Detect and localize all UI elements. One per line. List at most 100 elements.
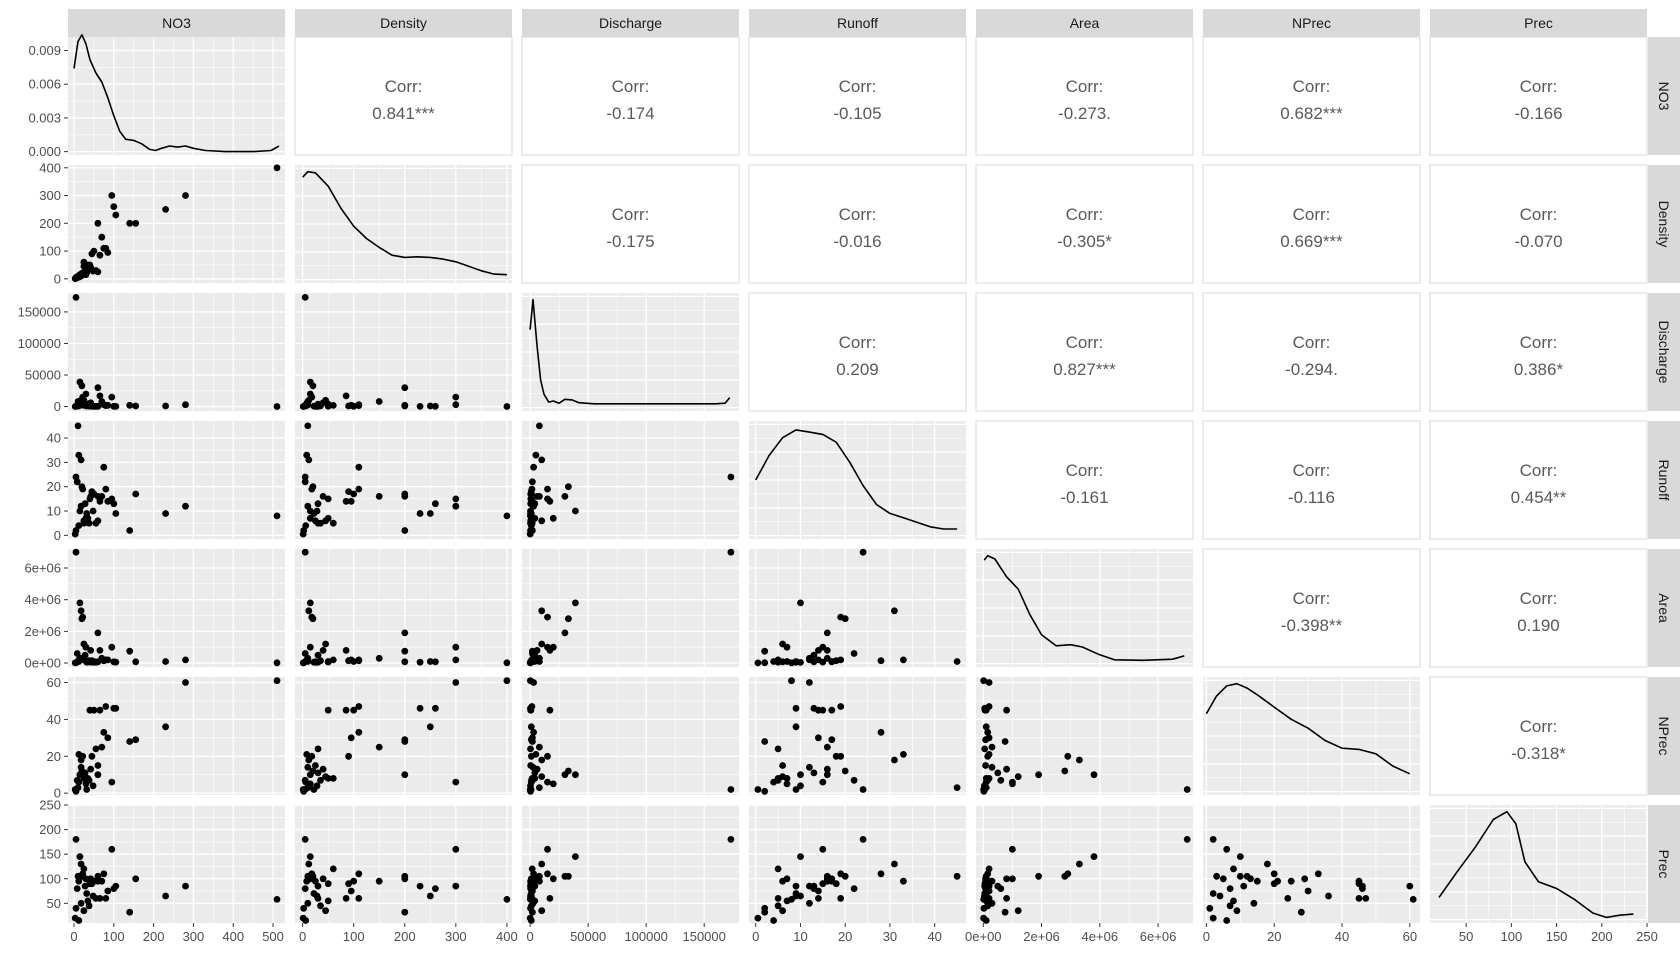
scatter-point bbox=[900, 751, 907, 758]
y-tick-label-discharge: 100000 bbox=[18, 336, 61, 351]
scatter-point bbox=[77, 456, 85, 464]
scatter-point bbox=[375, 743, 383, 751]
scatter-point bbox=[1009, 875, 1016, 883]
corr-panel-nprec-prec bbox=[1429, 676, 1648, 796]
x-tick-label-prec: 150 bbox=[1546, 929, 1568, 944]
scatter-point bbox=[314, 745, 322, 753]
panel-grid-1-1 bbox=[295, 165, 512, 283]
scatter-point bbox=[89, 403, 97, 410]
scatter-point bbox=[985, 734, 993, 742]
scatter-point bbox=[102, 703, 110, 710]
scatter-point bbox=[527, 782, 534, 790]
scatter-point bbox=[112, 510, 120, 517]
corr-label: Corr: bbox=[612, 205, 650, 224]
scatter-point bbox=[774, 775, 782, 782]
corr-value-nprec-prec: -0.318* bbox=[1511, 744, 1566, 763]
scatter-point bbox=[401, 736, 409, 744]
scatter-point bbox=[832, 880, 840, 888]
x-tick-label-density: 300 bbox=[445, 929, 467, 944]
scatter-points-density-no3 bbox=[71, 164, 281, 282]
scatter-point bbox=[94, 771, 102, 779]
scatter-point bbox=[355, 657, 363, 665]
scatter-point bbox=[1064, 870, 1072, 878]
scatter-points-nprec-discharge bbox=[526, 677, 735, 795]
row-strip-label-runoff: Runoff bbox=[1656, 460, 1672, 501]
corr-label: Corr: bbox=[1293, 461, 1331, 480]
scatter-point bbox=[416, 510, 424, 517]
scatter-point bbox=[981, 706, 989, 714]
corr-panel-discharge-area bbox=[975, 292, 1194, 412]
scatter-point bbox=[416, 403, 424, 410]
scatter-point bbox=[859, 786, 867, 793]
scatter-point bbox=[324, 402, 332, 410]
corr-panel-no3-runoff bbox=[748, 36, 967, 156]
scatter-point bbox=[877, 657, 885, 665]
panel-grid-4-0 bbox=[68, 549, 285, 667]
panel-bg-5-4 bbox=[976, 677, 1193, 795]
scatter-point bbox=[80, 258, 88, 266]
scatter-point bbox=[102, 485, 110, 493]
scatter-point bbox=[503, 896, 511, 903]
y-tick-label-density: 200 bbox=[39, 216, 61, 231]
scatter-point bbox=[1230, 865, 1237, 873]
scatter-point bbox=[308, 752, 316, 760]
panel-grid-6-5 bbox=[1203, 804, 1420, 923]
scatter-point bbox=[73, 650, 81, 657]
scatter-point bbox=[1253, 877, 1261, 885]
scatter-point bbox=[823, 771, 831, 779]
scatter-point bbox=[988, 763, 996, 771]
scatter-point bbox=[981, 892, 988, 900]
scatter-point bbox=[526, 530, 534, 538]
y-tick-label-runoff: 30 bbox=[47, 455, 61, 470]
x-tick-label-discharge: 100000 bbox=[624, 929, 667, 944]
scatter-point bbox=[754, 786, 762, 793]
x-tick-label-no3: 500 bbox=[262, 929, 284, 944]
y-tick-label-runoff: 40 bbox=[47, 431, 61, 446]
scatter-point bbox=[355, 703, 363, 710]
scatter-point bbox=[1001, 908, 1009, 916]
scatter-point bbox=[79, 393, 87, 401]
scatter-points-discharge-no3 bbox=[71, 294, 281, 410]
scatter-point bbox=[792, 723, 800, 731]
corr-label: Corr: bbox=[1066, 205, 1104, 224]
scatter-point bbox=[104, 887, 112, 895]
scatter-point bbox=[108, 393, 116, 401]
corr-label: Corr: bbox=[612, 77, 650, 96]
scatter-point bbox=[92, 745, 100, 753]
scatter-point bbox=[416, 882, 424, 890]
x-tick-label-area: 6e+06 bbox=[1140, 929, 1177, 944]
scatter-point bbox=[324, 706, 332, 714]
row-strip-density bbox=[1648, 165, 1680, 283]
scatter-point bbox=[792, 786, 800, 793]
panel-bg-5-2 bbox=[522, 677, 739, 795]
column-strip-label-area: Area bbox=[1070, 15, 1100, 31]
scatter-point bbox=[182, 656, 189, 664]
scatter-points-nprec-area bbox=[980, 677, 1191, 795]
scatter-point bbox=[76, 378, 84, 386]
scatter-point bbox=[527, 745, 534, 753]
scatter-point bbox=[561, 629, 569, 637]
scatter-point bbox=[1014, 907, 1022, 915]
scatter-point bbox=[984, 728, 992, 736]
panel-grid-5-0 bbox=[68, 677, 285, 795]
scatter-point bbox=[544, 870, 551, 878]
scatter-point bbox=[565, 483, 572, 491]
scatter-point bbox=[544, 613, 551, 621]
scatter-point bbox=[1009, 845, 1016, 853]
scatter-point bbox=[815, 895, 822, 902]
scatter-point bbox=[837, 703, 845, 710]
scatter-point bbox=[75, 778, 83, 786]
scatter-point bbox=[823, 765, 831, 773]
scatter-point bbox=[533, 765, 541, 773]
y-tick-label-density: 300 bbox=[39, 188, 61, 203]
scatter-point bbox=[530, 728, 537, 736]
scatter-point bbox=[1226, 885, 1234, 892]
scatter-point bbox=[503, 512, 511, 520]
scatter-point bbox=[527, 488, 535, 495]
scatter-point bbox=[527, 917, 535, 924]
scatter-point bbox=[806, 899, 813, 907]
scatter-point bbox=[828, 706, 836, 714]
scatter-point bbox=[273, 512, 281, 520]
scatter-point bbox=[162, 723, 170, 731]
scatter-point bbox=[108, 192, 116, 199]
